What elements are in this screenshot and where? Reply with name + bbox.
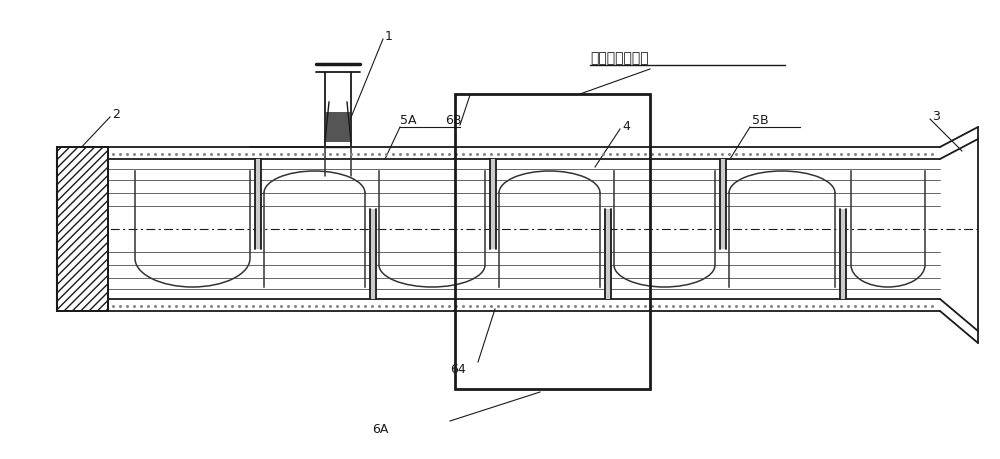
Text: 5B: 5B [752, 113, 769, 126]
Bar [840, 210, 846, 299]
Bar [455, 95, 650, 389]
Bar [57, 148, 108, 311]
Bar [326, 113, 350, 143]
Bar [490, 160, 496, 249]
Text: 5A: 5A [400, 113, 416, 126]
Text: 4: 4 [622, 119, 630, 132]
Text: 6B: 6B [445, 113, 462, 126]
Bar [255, 160, 261, 249]
Text: 64: 64 [450, 363, 466, 375]
Text: 2: 2 [112, 108, 120, 121]
Bar [370, 210, 376, 299]
Text: 3: 3 [932, 109, 940, 122]
Bar [57, 148, 108, 311]
Text: 1: 1 [385, 29, 393, 42]
Text: 6A: 6A [372, 423, 388, 436]
Text: 流场充分发展段: 流场充分发展段 [590, 51, 649, 65]
Bar [720, 160, 726, 249]
Bar [605, 210, 611, 299]
